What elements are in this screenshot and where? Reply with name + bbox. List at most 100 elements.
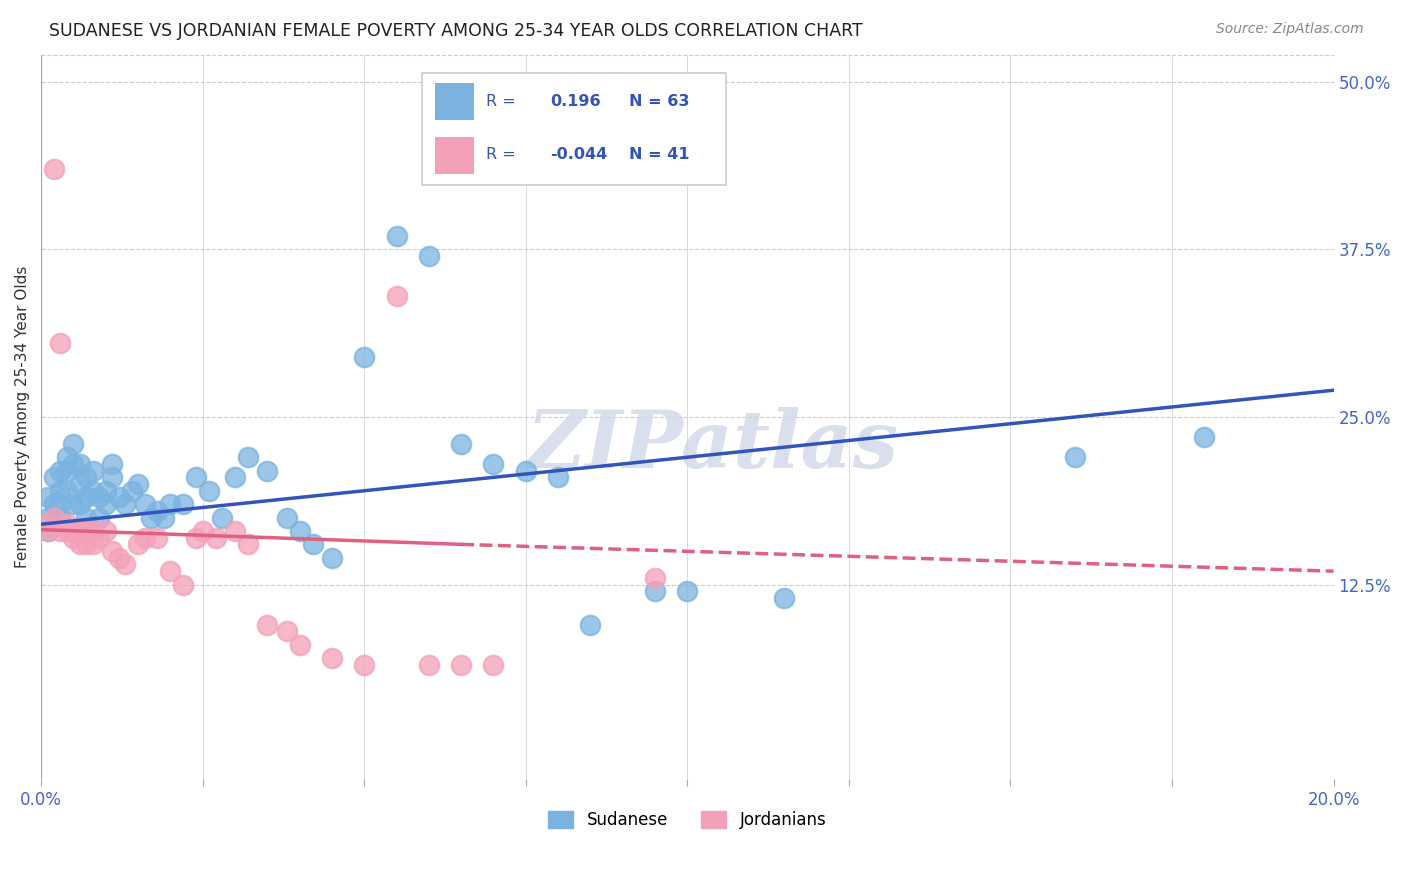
Point xyxy=(288,524,311,538)
Point xyxy=(49,524,72,538)
Point xyxy=(37,524,59,538)
Point xyxy=(62,437,84,451)
Point xyxy=(82,537,104,551)
Point xyxy=(37,517,59,532)
Point xyxy=(101,544,124,558)
Point xyxy=(56,450,79,465)
Point xyxy=(56,464,79,478)
Text: ZIPatlas: ZIPatlas xyxy=(527,408,900,484)
Point xyxy=(62,524,84,538)
Point xyxy=(69,497,91,511)
Point xyxy=(515,464,537,478)
Point xyxy=(82,524,104,538)
Point xyxy=(186,531,208,545)
Point xyxy=(101,470,124,484)
Point xyxy=(139,510,162,524)
Point xyxy=(49,497,72,511)
Point xyxy=(288,638,311,652)
Point xyxy=(482,658,505,673)
Point xyxy=(49,483,72,498)
Point xyxy=(236,537,259,551)
Point xyxy=(418,658,440,673)
Point xyxy=(146,531,169,545)
Legend: Sudanese, Jordanians: Sudanese, Jordanians xyxy=(541,805,832,836)
Point xyxy=(353,350,375,364)
Point xyxy=(159,564,181,578)
Point xyxy=(49,336,72,351)
Point xyxy=(450,437,472,451)
Point xyxy=(49,510,72,524)
Point xyxy=(75,524,97,538)
Point xyxy=(82,464,104,478)
Point xyxy=(42,470,65,484)
Point xyxy=(186,470,208,484)
Point xyxy=(69,457,91,471)
Point xyxy=(191,524,214,538)
Point xyxy=(101,457,124,471)
Point xyxy=(69,524,91,538)
Point xyxy=(56,517,79,532)
Point xyxy=(49,464,72,478)
Point xyxy=(114,558,136,572)
Point xyxy=(134,497,156,511)
Point xyxy=(172,497,194,511)
Point xyxy=(450,658,472,673)
Point xyxy=(353,658,375,673)
Point xyxy=(482,457,505,471)
Point xyxy=(321,550,343,565)
Point xyxy=(89,531,111,545)
Point xyxy=(75,537,97,551)
Point xyxy=(94,524,117,538)
Point xyxy=(62,457,84,471)
Point xyxy=(236,450,259,465)
Point xyxy=(42,510,65,524)
Point xyxy=(211,510,233,524)
Point xyxy=(172,577,194,591)
Point xyxy=(69,477,91,491)
Point xyxy=(579,617,602,632)
Point xyxy=(1194,430,1216,444)
Text: SUDANESE VS JORDANIAN FEMALE POVERTY AMONG 25-34 YEAR OLDS CORRELATION CHART: SUDANESE VS JORDANIAN FEMALE POVERTY AMO… xyxy=(49,22,863,40)
Point xyxy=(56,524,79,538)
Point xyxy=(385,229,408,244)
Point xyxy=(107,550,129,565)
Point xyxy=(42,497,65,511)
Point xyxy=(89,491,111,505)
Point xyxy=(62,497,84,511)
Point xyxy=(42,162,65,177)
Point xyxy=(62,531,84,545)
Y-axis label: Female Poverty Among 25-34 Year Olds: Female Poverty Among 25-34 Year Olds xyxy=(15,266,30,568)
Point xyxy=(56,483,79,498)
Point xyxy=(127,477,149,491)
Point xyxy=(37,524,59,538)
Point xyxy=(301,537,323,551)
Point xyxy=(159,497,181,511)
Point xyxy=(418,249,440,263)
Point xyxy=(224,524,246,538)
Point xyxy=(321,651,343,665)
Point xyxy=(547,470,569,484)
Point xyxy=(75,491,97,505)
Point xyxy=(94,497,117,511)
Point xyxy=(134,531,156,545)
Point xyxy=(146,504,169,518)
Point xyxy=(121,483,143,498)
Point xyxy=(69,537,91,551)
Point xyxy=(204,531,226,545)
Point xyxy=(773,591,796,605)
Point xyxy=(224,470,246,484)
Point xyxy=(75,510,97,524)
Point xyxy=(256,617,278,632)
Point xyxy=(676,584,699,599)
Point xyxy=(1064,450,1087,465)
Point xyxy=(153,510,176,524)
Point xyxy=(644,571,666,585)
Point xyxy=(75,470,97,484)
Point xyxy=(37,491,59,505)
Point xyxy=(276,510,298,524)
Point xyxy=(385,289,408,303)
Point xyxy=(127,537,149,551)
Point xyxy=(89,510,111,524)
Point xyxy=(107,491,129,505)
Point xyxy=(256,464,278,478)
